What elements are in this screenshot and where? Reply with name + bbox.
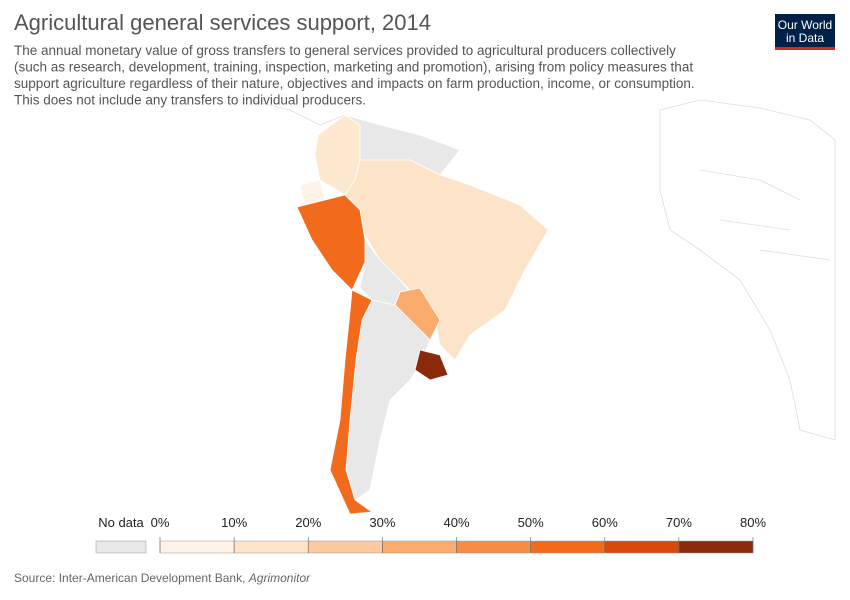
logo	[775, 14, 835, 50]
subtitle: This does not include any transfers to i…	[14, 93, 366, 108]
legend-bin	[233, 540, 309, 554]
legend-bin	[678, 540, 754, 554]
legend-bin	[456, 540, 531, 554]
legend-tick-label: 60%	[592, 515, 618, 530]
subtitle: support agriculture regardless of their …	[14, 76, 695, 91]
legend-tick-label: 40%	[443, 515, 469, 530]
legend-bin	[308, 540, 383, 554]
background-land	[249, 99, 836, 441]
logo-bar	[775, 47, 835, 50]
title: Agricultural general services support, 2…	[14, 10, 431, 35]
legend-tick-label: 80%	[740, 515, 766, 530]
subtitle: The annual monetary value of gross trans…	[14, 43, 676, 58]
country	[329, 289, 374, 515]
legend-bin	[159, 540, 235, 554]
no-data-swatch	[95, 540, 147, 554]
legend-bin	[604, 540, 680, 554]
legend-tick-label: 50%	[518, 515, 544, 530]
source: Source: Inter-American Development Bank,…	[14, 571, 311, 585]
subtitle: (such as research, development, training…	[14, 60, 693, 75]
logo-text: Our World	[778, 18, 832, 32]
source-italic: Agrimonitor	[248, 571, 311, 585]
legend-bin	[382, 540, 457, 554]
legend-tick-label: 20%	[295, 515, 321, 530]
logo-text: in Data	[786, 31, 824, 45]
legend-tick-label: 30%	[369, 515, 395, 530]
source-text: Source: Inter-American Development Bank,	[14, 571, 245, 585]
legend-tick-label: 0%	[151, 515, 170, 530]
legend-tick-label: 70%	[666, 515, 692, 530]
legend-tick-label: 10%	[221, 515, 247, 530]
country	[314, 114, 361, 196]
country	[296, 194, 366, 291]
country	[414, 349, 449, 381]
map	[296, 114, 549, 515]
legend-bin	[530, 540, 605, 554]
legend-label: No data	[98, 515, 144, 530]
